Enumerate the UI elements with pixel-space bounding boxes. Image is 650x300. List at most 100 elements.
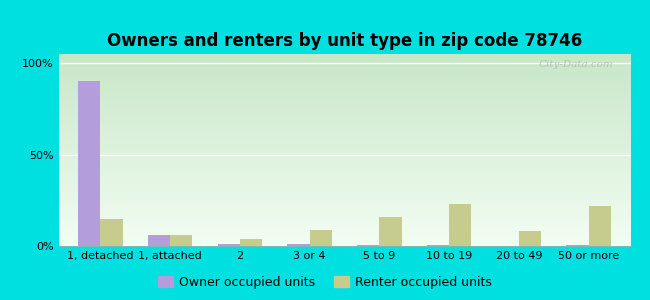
Bar — [58, 163, 630, 164]
Bar — [58, 146, 630, 147]
Bar — [58, 65, 630, 66]
Bar — [58, 142, 630, 143]
Bar — [78, 81, 100, 246]
Bar — [58, 122, 630, 123]
Bar — [58, 221, 630, 222]
Bar — [58, 204, 630, 205]
Bar — [58, 150, 630, 151]
Bar — [58, 185, 630, 186]
Bar — [58, 183, 630, 184]
Bar — [58, 234, 630, 235]
Bar — [58, 109, 630, 110]
Bar — [58, 88, 630, 89]
Bar — [58, 151, 630, 152]
Bar — [58, 206, 630, 207]
Bar — [170, 235, 192, 246]
Bar — [58, 194, 630, 195]
Bar — [357, 245, 380, 246]
Bar — [58, 227, 630, 228]
Bar — [58, 184, 630, 185]
Bar — [58, 125, 630, 126]
Bar — [449, 204, 471, 246]
Bar — [58, 116, 630, 117]
Bar — [58, 129, 630, 130]
Bar — [58, 139, 630, 140]
Bar — [58, 70, 630, 71]
Bar — [58, 149, 630, 150]
Bar — [58, 94, 630, 95]
Bar — [58, 72, 630, 73]
Bar — [58, 241, 630, 242]
Bar — [58, 230, 630, 231]
Bar — [58, 219, 630, 220]
Bar — [58, 245, 630, 246]
Bar — [58, 128, 630, 129]
Bar — [58, 74, 630, 75]
Bar — [58, 100, 630, 101]
Bar — [58, 238, 630, 239]
Bar — [58, 117, 630, 118]
Bar — [58, 174, 630, 175]
Bar — [58, 213, 630, 214]
Bar — [58, 186, 630, 187]
Bar — [58, 154, 630, 155]
Bar — [58, 197, 630, 198]
Bar — [58, 101, 630, 102]
Bar — [58, 75, 630, 76]
Bar — [58, 187, 630, 188]
Bar — [58, 156, 630, 157]
Bar — [58, 138, 630, 139]
Bar — [58, 58, 630, 59]
Bar — [380, 217, 402, 246]
Bar — [58, 68, 630, 69]
Bar — [58, 82, 630, 83]
Bar — [58, 235, 630, 236]
Bar — [58, 158, 630, 159]
Bar — [58, 239, 630, 240]
Bar — [58, 86, 630, 87]
Bar — [58, 148, 630, 149]
Bar — [58, 99, 630, 100]
Bar — [58, 57, 630, 58]
Bar — [58, 195, 630, 196]
Bar — [58, 85, 630, 86]
Bar — [58, 236, 630, 237]
Bar — [58, 79, 630, 80]
Bar — [58, 243, 630, 244]
Bar — [58, 169, 630, 170]
Bar — [58, 102, 630, 103]
Bar — [58, 232, 630, 233]
Bar — [58, 141, 630, 142]
Bar — [58, 217, 630, 218]
Bar — [58, 190, 630, 191]
Bar — [58, 166, 630, 167]
Bar — [58, 147, 630, 148]
Bar — [58, 191, 630, 192]
Bar — [58, 71, 630, 72]
Bar — [58, 238, 630, 239]
Bar — [58, 202, 630, 203]
Bar — [58, 223, 630, 224]
Bar — [58, 161, 630, 162]
Bar — [58, 120, 630, 121]
Bar — [58, 130, 630, 131]
Bar — [58, 137, 630, 138]
Bar — [58, 202, 630, 203]
Bar — [58, 208, 630, 209]
Title: Owners and renters by unit type in zip code 78746: Owners and renters by unit type in zip c… — [107, 32, 582, 50]
Bar — [58, 92, 630, 93]
Bar — [58, 172, 630, 173]
Bar — [58, 133, 630, 134]
Bar — [58, 61, 630, 62]
Bar — [589, 206, 611, 246]
Bar — [309, 230, 332, 246]
Bar — [58, 114, 630, 115]
Bar — [58, 126, 630, 127]
Bar — [58, 119, 630, 120]
Bar — [58, 225, 630, 226]
Bar — [58, 189, 630, 190]
Bar — [58, 121, 630, 122]
Bar — [58, 59, 630, 60]
Bar — [58, 97, 630, 98]
Bar — [58, 104, 630, 105]
